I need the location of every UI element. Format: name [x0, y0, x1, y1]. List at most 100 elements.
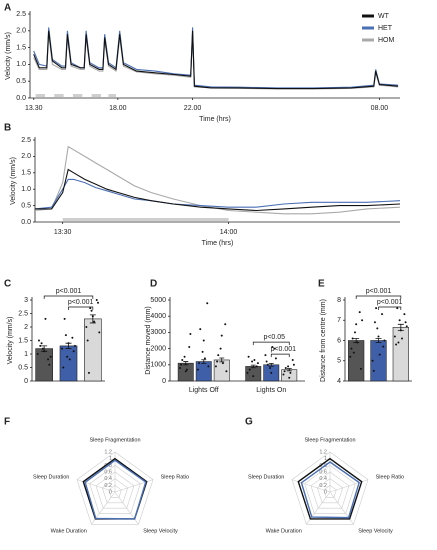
axis-label: Sleep Duration — [33, 475, 69, 481]
significance-bracket — [270, 353, 290, 358]
data-point — [225, 370, 228, 373]
bar — [392, 327, 409, 382]
radar-grid — [310, 471, 350, 509]
y-axis-title: Velocity (mm/s) — [10, 157, 17, 205]
error-bar — [268, 362, 274, 367]
light-period — [91, 94, 102, 97]
data-point — [72, 350, 75, 353]
data-point — [382, 345, 385, 348]
data-point — [217, 354, 220, 357]
data-point — [358, 311, 361, 314]
y-tick-label: 1000 — [150, 362, 166, 369]
radar-series — [297, 457, 363, 520]
data-point — [270, 371, 273, 374]
data-point — [62, 366, 65, 369]
y-tick-label: 2.0 — [16, 28, 26, 35]
light-period — [35, 94, 45, 97]
data-point — [87, 371, 90, 374]
error-bar — [219, 357, 225, 363]
data-point — [246, 371, 249, 374]
data-point — [183, 355, 186, 358]
data-point — [68, 358, 71, 361]
data-point — [188, 345, 191, 348]
data-point — [289, 371, 292, 374]
data-point — [269, 367, 272, 370]
significance-bracket — [378, 306, 402, 310]
data-point — [36, 353, 39, 355]
error-bar — [397, 323, 404, 331]
data-point — [185, 368, 188, 371]
panel-letter: G — [245, 417, 253, 428]
data-point — [378, 353, 381, 356]
data-point — [372, 369, 375, 372]
data-point — [282, 373, 285, 376]
data-point — [283, 370, 286, 373]
error-bar — [286, 368, 292, 372]
x-tick-label: 14:00 — [220, 229, 238, 236]
data-point — [37, 339, 40, 342]
legend-label: HET — [378, 25, 393, 32]
significance-bracket — [355, 295, 402, 299]
y-tick-label: 0 — [24, 378, 28, 385]
data-point — [377, 335, 380, 338]
data-point — [251, 360, 254, 363]
data-point — [224, 323, 227, 326]
data-point — [274, 357, 277, 360]
series-line — [34, 178, 401, 210]
data-point — [292, 363, 295, 366]
error-bar — [65, 342, 72, 349]
significance-label: p<0.001 — [377, 299, 403, 306]
y-tick-label: 8 — [337, 297, 341, 304]
axis-label: Wake Duration — [51, 528, 87, 534]
radial-tick-label: 0.4 — [319, 476, 327, 482]
data-point — [376, 327, 379, 330]
radar-grid — [291, 451, 369, 525]
data-point — [371, 359, 374, 362]
significance-label: p<0.001 — [271, 346, 297, 353]
data-point — [47, 358, 50, 361]
y-tick-label: 1.0 — [16, 61, 26, 68]
y-tick-label: 2.0 — [21, 153, 31, 160]
data-point — [207, 365, 210, 368]
data-point — [264, 354, 267, 357]
data-point — [49, 355, 52, 358]
data-point — [352, 351, 355, 354]
data-point — [86, 339, 89, 342]
data-point — [85, 326, 88, 328]
data-point — [48, 363, 51, 366]
data-point — [401, 337, 404, 340]
data-point — [61, 347, 64, 350]
data-point — [351, 337, 354, 340]
y-tick-label: 2.5 — [21, 137, 31, 144]
data-point — [284, 367, 287, 370]
y-tick-label: 0.5 — [21, 202, 31, 209]
data-point — [266, 363, 269, 366]
significance-label: p<0.001 — [366, 288, 392, 295]
y-axis-title: Velocity (mm/s) — [7, 317, 14, 365]
data-point — [221, 362, 224, 365]
error-bar — [375, 338, 382, 343]
radial-tick-label: 1.2 — [104, 449, 112, 455]
radar-grid — [76, 451, 154, 525]
radar-grid — [101, 478, 129, 504]
radar-grid — [89, 464, 141, 514]
light-period — [54, 94, 64, 97]
data-point — [219, 347, 222, 350]
data-point — [247, 355, 250, 358]
significance-bracket — [43, 295, 94, 299]
data-point — [404, 321, 407, 324]
panel-letter: F — [4, 417, 10, 428]
y-tick-label: 5 — [337, 358, 341, 365]
y-tick-label: 2.5 — [18, 310, 28, 317]
x-tick-label: Lights Off — [189, 387, 219, 394]
data-point — [252, 375, 255, 378]
data-point — [397, 341, 400, 344]
significance-label: p<0.05 — [263, 334, 285, 341]
data-point — [180, 363, 183, 366]
data-point — [359, 367, 362, 370]
legend-label: WT — [378, 13, 390, 20]
error-bar — [201, 359, 207, 364]
data-point — [214, 365, 217, 368]
x-axis-title: Time (hrs) — [202, 240, 234, 247]
